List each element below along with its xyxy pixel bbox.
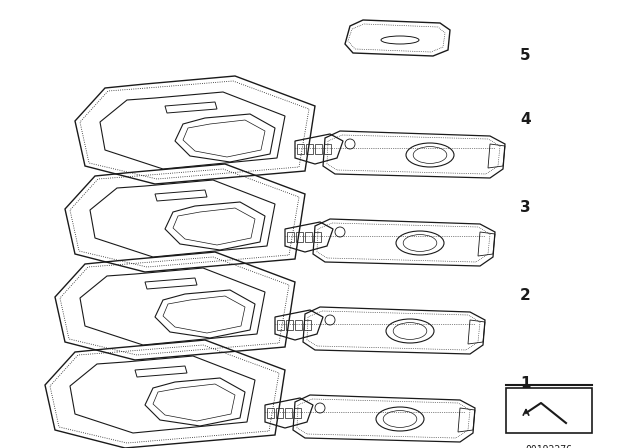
Bar (305, 232, 312, 242)
Text: 1: 1 (520, 375, 531, 391)
Bar (287, 232, 294, 242)
Text: 3: 3 (520, 201, 531, 215)
Bar (314, 232, 321, 242)
Bar (297, 144, 304, 154)
Bar (276, 408, 283, 418)
Text: 00192276: 00192276 (525, 445, 573, 448)
Text: 5: 5 (520, 47, 531, 63)
Bar (304, 320, 311, 330)
Bar (324, 144, 331, 154)
Bar (286, 320, 293, 330)
Bar (296, 232, 303, 242)
Text: 4: 4 (520, 112, 531, 128)
Bar (277, 320, 284, 330)
Bar (506, 388, 592, 433)
Bar (285, 408, 292, 418)
Bar (294, 408, 301, 418)
Text: 2: 2 (520, 289, 531, 303)
Bar (306, 144, 313, 154)
Bar (315, 144, 322, 154)
Bar (295, 320, 302, 330)
Bar (267, 408, 274, 418)
